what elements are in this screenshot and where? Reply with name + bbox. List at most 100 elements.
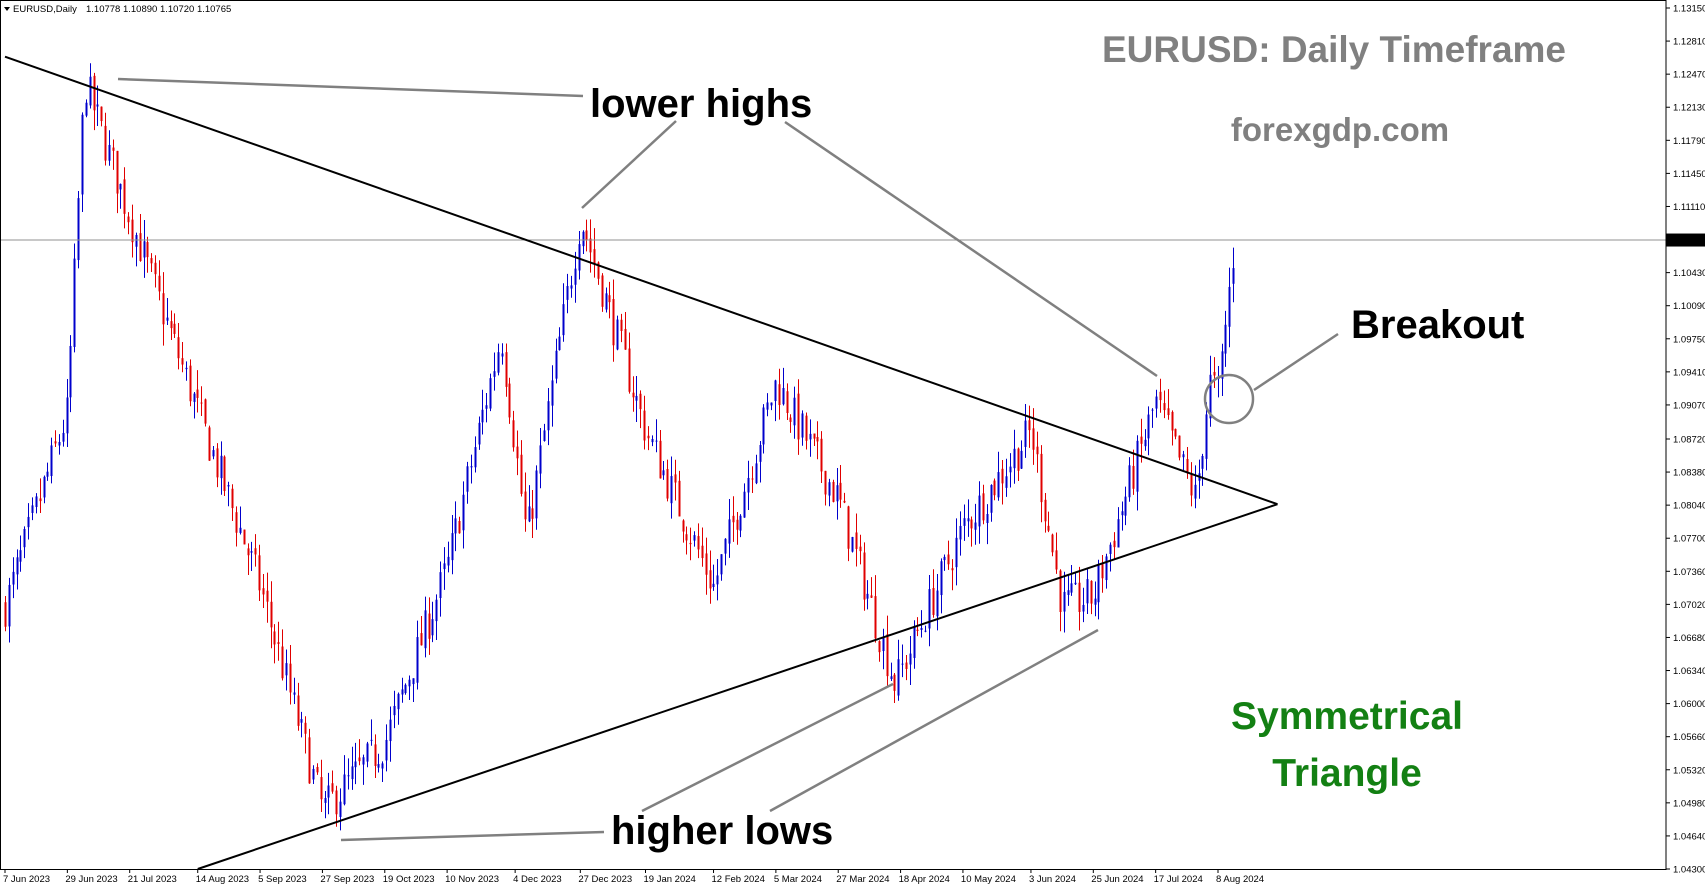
candle-body	[805, 415, 808, 441]
candle-body	[1121, 511, 1124, 516]
y-tick-label: 1.08040	[1673, 501, 1705, 512]
candle-body	[1059, 570, 1062, 612]
candle-body	[73, 258, 76, 347]
candle-body	[1097, 564, 1100, 603]
candle-body	[166, 317, 169, 321]
candle-body	[93, 75, 96, 111]
candle-body	[986, 514, 989, 524]
candle-body	[659, 440, 662, 479]
candle-body	[1190, 474, 1193, 496]
candle-body	[816, 436, 819, 442]
pointer-higher-low-2	[641, 682, 894, 813]
candle-body	[381, 763, 384, 769]
candle-body	[170, 321, 173, 329]
candle-body	[739, 515, 742, 531]
candle-body	[66, 397, 69, 434]
candle-body	[331, 783, 334, 792]
candle-body	[685, 534, 688, 541]
candle-body	[697, 536, 700, 550]
candle-body	[940, 561, 943, 596]
candle-body	[466, 466, 469, 492]
pointer-breakout	[1253, 332, 1339, 392]
breakout-circle	[1203, 373, 1255, 425]
candle-body	[528, 506, 531, 522]
x-tick-label: 7 Jun 2023	[3, 874, 50, 885]
candle-body	[112, 147, 115, 151]
candle-body	[801, 413, 804, 438]
candle-body	[674, 474, 677, 483]
y-tick-label: 1.06340	[1673, 666, 1705, 677]
candle-body	[266, 590, 269, 602]
website-label: forexgdp.com	[1231, 111, 1449, 148]
candle-body	[1117, 519, 1120, 548]
candle-body	[1105, 556, 1108, 581]
pointer-lines	[117, 77, 1339, 842]
candle-body	[231, 488, 234, 509]
candle-body	[893, 674, 896, 691]
candle-body	[208, 427, 211, 461]
candle-body	[1136, 440, 1139, 492]
candle-body	[200, 402, 203, 404]
candle-body	[547, 401, 550, 431]
candle-body	[786, 391, 789, 414]
candle-body	[50, 445, 53, 477]
candle-body	[158, 275, 161, 292]
candle-body	[693, 535, 696, 541]
candle-body	[366, 743, 369, 762]
candle-body	[847, 506, 850, 549]
candle-body	[273, 631, 276, 645]
candle-body	[913, 625, 916, 658]
y-tick-label: 1.05660	[1673, 732, 1705, 743]
candle-body	[19, 550, 22, 562]
candle-body	[890, 676, 893, 679]
y-tick-label: 1.09750	[1673, 334, 1705, 345]
candle-body	[481, 409, 484, 423]
candle-body	[743, 491, 746, 518]
candle-body	[909, 653, 912, 665]
candle-body	[135, 234, 138, 247]
candle-body	[1128, 465, 1131, 498]
candle-body	[555, 350, 558, 379]
candle-body	[104, 125, 107, 161]
candle-body	[462, 494, 465, 531]
x-tick-label: 12 Feb 2024	[712, 874, 765, 885]
candle-body	[1063, 591, 1066, 612]
candle-body	[543, 430, 546, 442]
x-tick-label: 27 Sep 2023	[320, 874, 374, 885]
y-tick-label: 1.04980	[1673, 798, 1705, 809]
candle-body	[851, 537, 854, 552]
candle-body	[1194, 484, 1197, 499]
candle-body	[701, 545, 704, 559]
candle-body	[212, 450, 215, 457]
candle-body	[227, 485, 230, 487]
candle-body	[870, 595, 873, 598]
candle-body	[643, 410, 646, 441]
candle-body	[96, 104, 99, 107]
x-tick-label: 19 Jan 2024	[644, 874, 696, 885]
candle-body	[551, 380, 554, 406]
candle-body	[574, 268, 577, 285]
candle-body	[612, 299, 615, 346]
x-tick-label: 8 Aug 2024	[1216, 874, 1264, 885]
candle-body	[1070, 583, 1073, 593]
candle-body	[316, 766, 319, 773]
candle-body	[928, 589, 931, 629]
candle-body	[470, 466, 473, 468]
candle-body	[662, 470, 665, 476]
candle-body	[724, 538, 727, 554]
candle-body	[223, 456, 226, 492]
candle-body	[150, 258, 153, 264]
candle-body	[285, 663, 288, 676]
pattern-label-line1: Symmetrical	[1231, 695, 1463, 738]
candle-body	[951, 568, 954, 571]
candle-body	[1109, 544, 1112, 554]
candle-body	[243, 529, 246, 545]
candle-body	[193, 393, 196, 402]
candle-body	[585, 230, 588, 240]
header-dropdown-icon[interactable]	[4, 7, 10, 11]
candle-body	[682, 520, 685, 532]
y-tick-label: 1.04640	[1673, 831, 1705, 842]
candle-body	[916, 629, 919, 631]
candle-body	[647, 435, 650, 439]
candle-body	[728, 519, 731, 544]
